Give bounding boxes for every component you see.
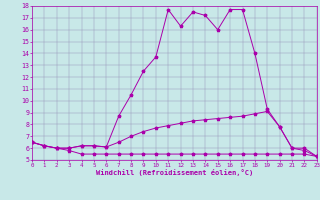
X-axis label: Windchill (Refroidissement éolien,°C): Windchill (Refroidissement éolien,°C) [96, 169, 253, 176]
